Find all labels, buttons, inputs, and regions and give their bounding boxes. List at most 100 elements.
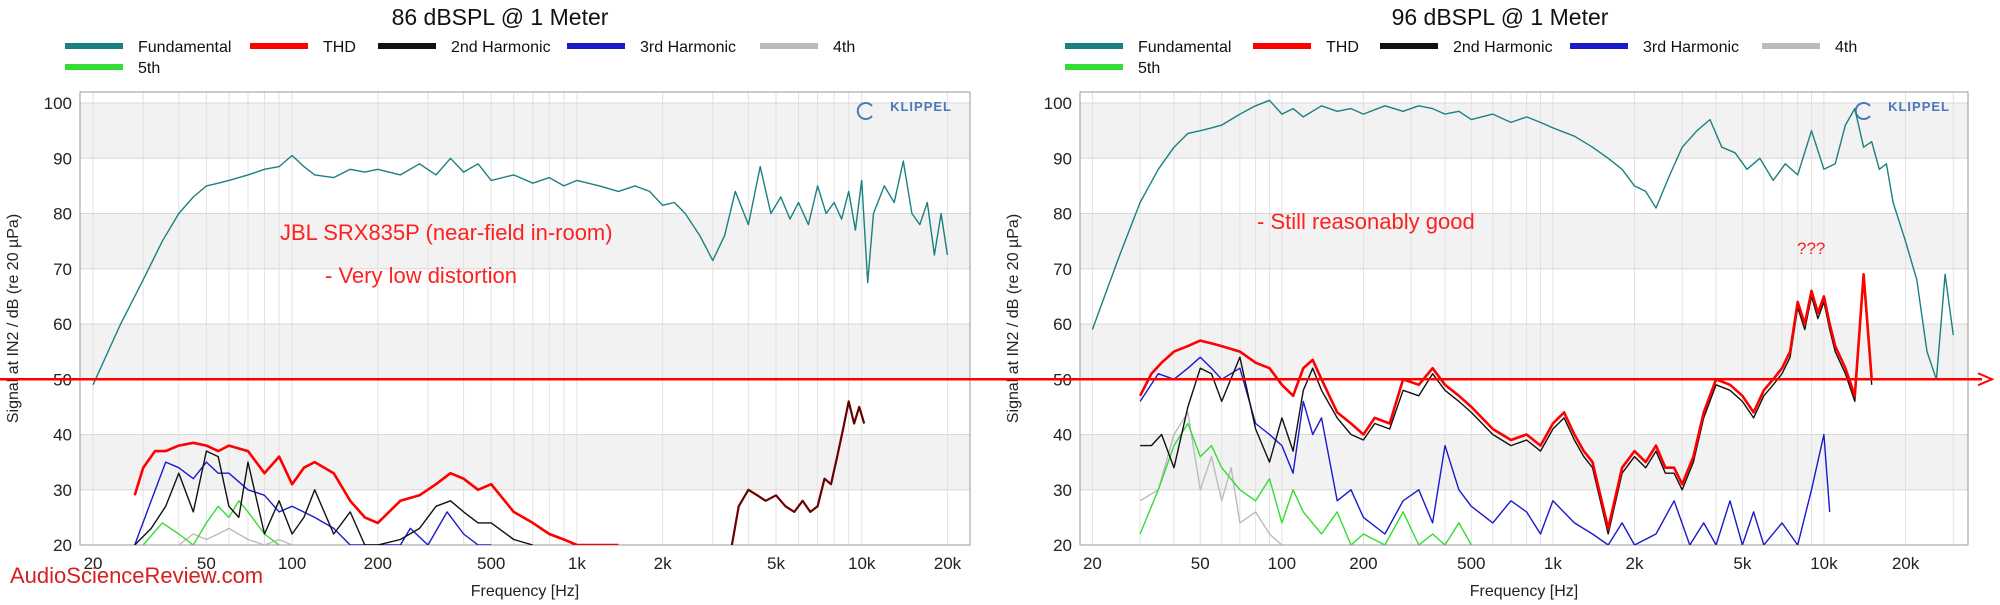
- x-tick-label: 10k: [848, 554, 876, 573]
- x-tick-label: 200: [364, 554, 392, 573]
- y-tick-label: 70: [53, 260, 72, 279]
- y-tick-label: 60: [1053, 315, 1072, 334]
- series-line-5th: [1139, 422, 1472, 545]
- x-tick-label: 50: [1191, 554, 1210, 573]
- x-axis-title: Frequency [Hz]: [1470, 583, 1578, 600]
- y-tick-label: 80: [1053, 205, 1072, 224]
- series-line-fundamental: [92, 154, 949, 386]
- y-axis-title: Signal at IN2 / dB (re 20 µPa): [5, 214, 22, 423]
- plot-frame: [79, 91, 971, 546]
- series-line-thd: [133, 441, 619, 545]
- legend-label: THD: [323, 39, 356, 56]
- x-tick-label: 100: [1268, 554, 1296, 573]
- klippel-logo: KLIPPEL: [1888, 99, 1950, 114]
- grid-band: [80, 268, 970, 325]
- x-tick-label: 20: [84, 554, 103, 573]
- grid-band: [80, 324, 970, 380]
- legend-swatch: [1065, 64, 1123, 70]
- klippel-logo-arc: [856, 102, 873, 120]
- grid-band: [1080, 268, 1968, 325]
- chart-annotation: JBL SRX835P (near-field in-room): [280, 220, 613, 245]
- plot-frame: [1079, 91, 1969, 546]
- chart-annotation: - Very low distortion: [325, 263, 517, 288]
- chart-title: 86 dBSPL @ 1 Meter: [392, 4, 609, 30]
- x-tick-label: 50: [197, 554, 216, 573]
- grid-band: [1080, 92, 1968, 104]
- grid-band: [1080, 158, 1968, 214]
- x-tick-label: 500: [1457, 554, 1485, 573]
- legend-swatch: [378, 43, 436, 49]
- x-tick-label: 20k: [1892, 554, 1920, 573]
- grid-band: [80, 92, 970, 104]
- series-line-fundamental: [1091, 99, 1954, 380]
- legend-swatch: [65, 64, 123, 70]
- y-tick-label: 90: [53, 149, 72, 168]
- legend-label: 3rd Harmonic: [1643, 39, 1739, 56]
- site-watermark: AudioScienceReview.com: [10, 563, 264, 588]
- y-tick-label: 30: [1053, 481, 1072, 500]
- x-tick-label: 1k: [568, 554, 586, 573]
- legend-swatch: [1762, 43, 1820, 49]
- grid-band: [1080, 103, 1968, 159]
- x-tick-label: 2k: [1626, 554, 1644, 573]
- chart-annotation: - Still reasonably good: [1257, 209, 1475, 234]
- legend-label: Fundamental: [1138, 39, 1231, 56]
- series-line-3rd-harmonic: [1139, 356, 1831, 545]
- x-tick-label: 20: [1083, 554, 1102, 573]
- y-tick-label: 70: [1053, 260, 1072, 279]
- series-line-hf-distortion: [730, 400, 866, 545]
- x-tick-label: 20k: [934, 554, 962, 573]
- reference-arrow: [1977, 372, 1995, 387]
- y-tick-label: 30: [53, 481, 72, 500]
- grid-band: [1080, 213, 1968, 269]
- grid-band: [80, 213, 970, 269]
- x-tick-label: 500: [477, 554, 505, 573]
- legend-swatch: [65, 43, 123, 49]
- series-line-2nd-harmonic: [134, 450, 533, 545]
- legend-label: 5th: [1138, 60, 1160, 77]
- legend-swatch: [250, 43, 308, 49]
- y-tick-label: 80: [53, 205, 72, 224]
- grid-band: [80, 158, 970, 214]
- y-tick-label: 20: [1053, 536, 1072, 555]
- series-line-3rd-harmonic: [134, 461, 492, 545]
- chart-annotation: ???: [1797, 239, 1825, 258]
- legend-label: THD: [1326, 39, 1359, 56]
- x-tick-label: 10k: [1810, 554, 1838, 573]
- legend-swatch: [760, 43, 818, 49]
- legend-label: 2nd Harmonic: [451, 39, 551, 56]
- grid-band: [1080, 324, 1968, 380]
- legend-label: 4th: [833, 39, 855, 56]
- klippel-logo: KLIPPEL: [890, 99, 952, 114]
- y-tick-label: 40: [53, 426, 72, 445]
- grid-band: [80, 103, 970, 159]
- grid-band: [1080, 379, 1968, 435]
- y-tick-label: 40: [1053, 426, 1072, 445]
- series-line-5th: [142, 500, 280, 545]
- legend-swatch: [1380, 43, 1438, 49]
- y-tick-label: 100: [1044, 94, 1072, 113]
- x-tick-label: 2k: [654, 554, 672, 573]
- x-tick-label: 200: [1349, 554, 1377, 573]
- x-tick-label: 5k: [767, 554, 785, 573]
- legend-swatch: [1253, 43, 1311, 49]
- legend-swatch: [1570, 43, 1628, 49]
- legend-label: 2nd Harmonic: [1453, 39, 1553, 56]
- x-axis-title: Frequency [Hz]: [471, 583, 579, 600]
- legend-label: Fundamental: [138, 39, 231, 56]
- chart-title: 96 dBSPL @ 1 Meter: [1392, 4, 1609, 30]
- legend-label: 3rd Harmonic: [640, 39, 736, 56]
- legend-label: 5th: [138, 60, 160, 77]
- legend-swatch: [567, 43, 625, 49]
- x-tick-label: 1k: [1544, 554, 1562, 573]
- x-tick-label: 100: [278, 554, 306, 573]
- y-tick-label: 90: [1053, 149, 1072, 168]
- legend-label: 4th: [1835, 39, 1857, 56]
- y-tick-label: 100: [44, 94, 72, 113]
- y-tick-label: 60: [53, 315, 72, 334]
- x-tick-label: 5k: [1733, 554, 1751, 573]
